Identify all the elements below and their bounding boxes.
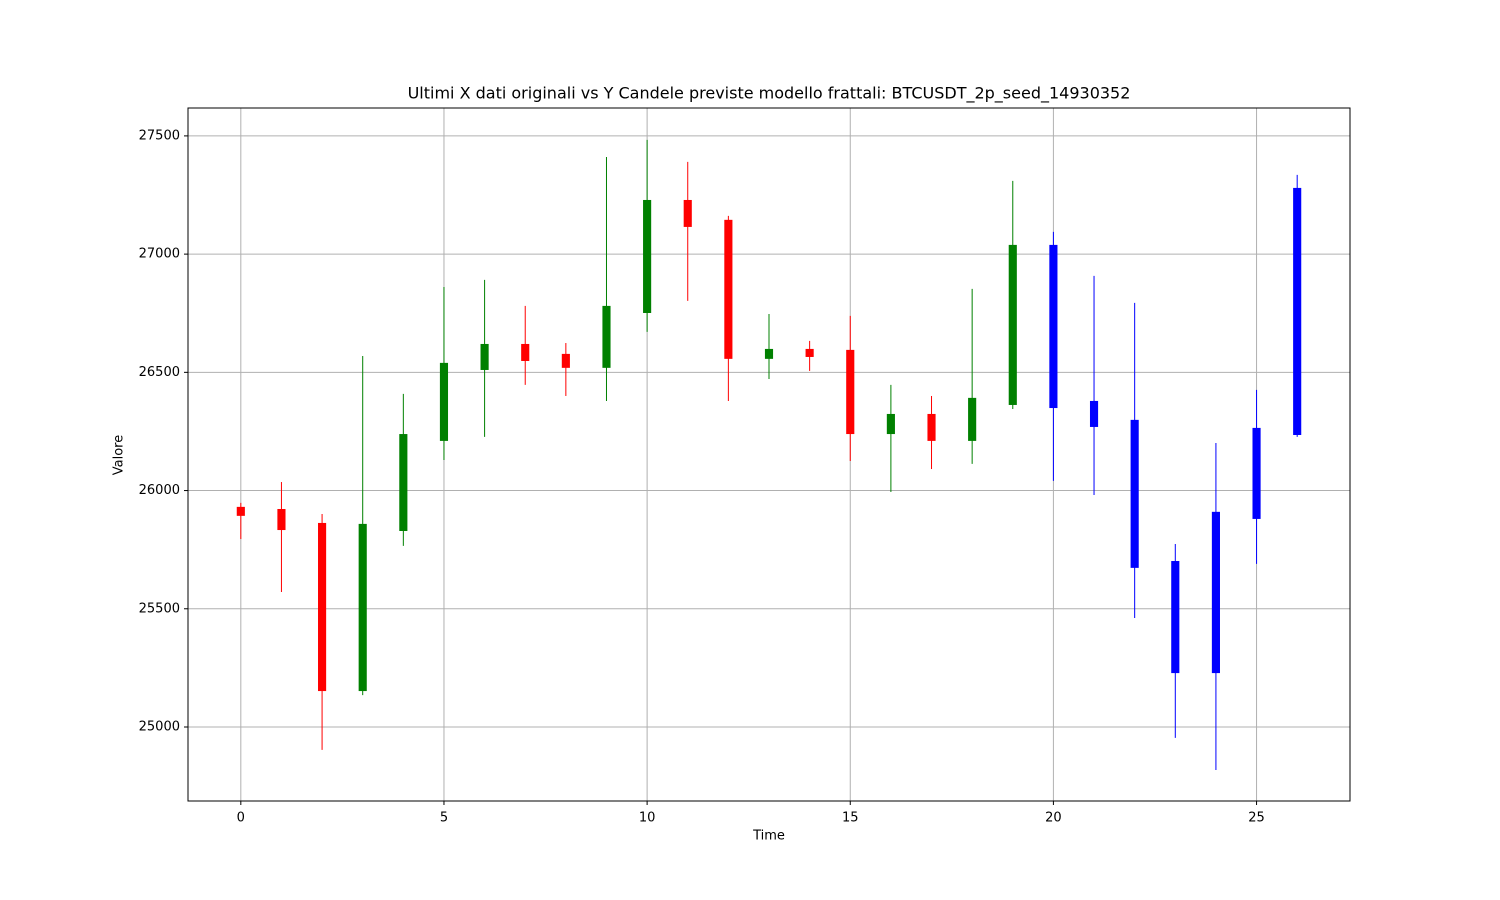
candle-body — [1211, 511, 1220, 674]
y-tick-label: 27000 — [139, 247, 180, 262]
candle-body — [1252, 427, 1261, 519]
candle-body — [318, 522, 327, 692]
candle-body — [1171, 561, 1180, 674]
candle-body — [683, 199, 692, 227]
plot-area — [188, 108, 1350, 801]
candle-body — [886, 413, 895, 435]
x-tick-label: 0 — [237, 811, 245, 826]
candle-body — [764, 348, 774, 359]
y-tick-label: 25000 — [139, 719, 180, 734]
y-tick-label: 27500 — [139, 128, 180, 143]
x-axis-label: Time — [752, 829, 785, 844]
candle-body — [399, 434, 408, 531]
candle-body — [439, 362, 449, 441]
candle-body — [846, 349, 855, 435]
candle-body — [602, 305, 611, 368]
candle-body — [1089, 400, 1099, 427]
candle-body — [236, 506, 245, 516]
candle-body — [927, 413, 936, 441]
candle-body — [277, 508, 286, 531]
x-tick-label: 15 — [842, 811, 859, 826]
candle-body — [1130, 419, 1139, 568]
candle-body — [805, 348, 814, 357]
candle-body — [643, 199, 652, 313]
candle-body — [358, 523, 367, 692]
x-tick-label: 10 — [639, 811, 656, 826]
candle-body — [1008, 244, 1017, 405]
candle-body — [1049, 244, 1058, 409]
y-tick-label: 26500 — [139, 365, 180, 380]
candle-body — [968, 397, 977, 441]
candle-body — [1293, 187, 1302, 435]
x-tick-label: 5 — [440, 811, 448, 826]
axes-frame — [187, 107, 1351, 802]
y-tick-label: 26000 — [139, 483, 180, 498]
candle-body — [480, 343, 489, 370]
candle-body — [561, 353, 570, 368]
chart-title: Ultimi X dati originali vs Y Candele pre… — [408, 84, 1131, 104]
candle-body — [724, 219, 733, 359]
x-tick-label: 20 — [1045, 811, 1062, 826]
y-axis-label: Valore — [112, 435, 127, 475]
candle-body — [521, 343, 530, 361]
x-tick-label: 25 — [1248, 811, 1265, 826]
y-tick-label: 25500 — [139, 601, 180, 616]
